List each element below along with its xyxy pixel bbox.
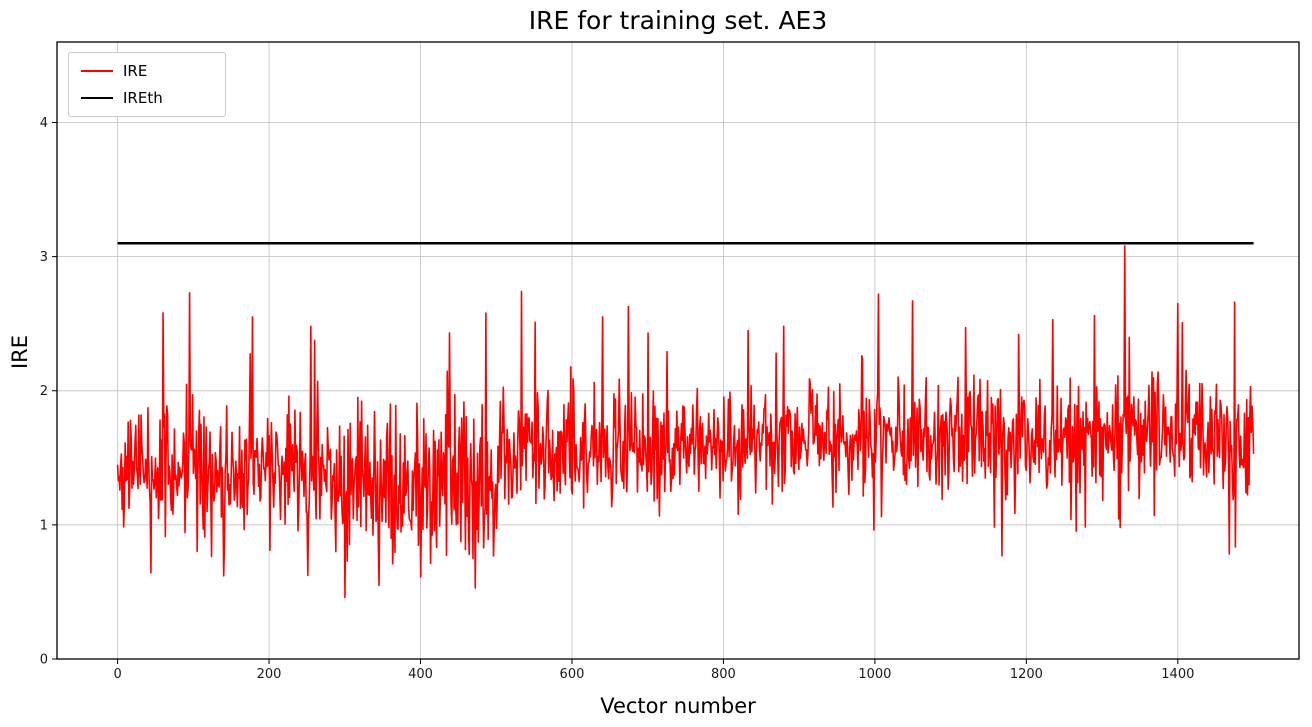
x-axis-label: Vector number xyxy=(600,694,756,718)
ireth-line-sample-icon xyxy=(81,97,113,99)
x-tick-label: 1200 xyxy=(1010,667,1043,682)
y-tick-label: 0 xyxy=(40,653,48,668)
axes-spines xyxy=(56,41,1300,660)
x-tick-label: 0 xyxy=(113,667,121,682)
x-tick-label: 400 xyxy=(408,667,433,682)
chart-title: IRE for training set. AE3 xyxy=(528,6,828,35)
y-tick-label: 3 xyxy=(40,250,48,265)
legend-entry-ireth: IREth xyxy=(81,89,211,107)
plot-background xyxy=(57,42,1299,659)
ire-line-sample-icon xyxy=(81,70,113,72)
y-tick-label: 2 xyxy=(40,384,48,399)
y-tick-label: 1 xyxy=(40,518,48,533)
y-tick-label: 4 xyxy=(40,116,48,131)
x-tick-label: 200 xyxy=(257,667,282,682)
ire-series-line xyxy=(116,245,1255,599)
x-tick-label: 1000 xyxy=(858,667,891,682)
legend-label-ire: IRE xyxy=(123,62,148,80)
x-tick-label: 600 xyxy=(560,667,585,682)
legend-entry-ire: IRE xyxy=(81,62,211,80)
legend-label-ireth: IREth xyxy=(123,89,163,107)
y-axis-label: IRE xyxy=(8,334,32,370)
x-tick-label: 800 xyxy=(711,667,736,682)
legend: IRE IREth xyxy=(68,52,226,117)
x-tick-label: 1400 xyxy=(1161,667,1194,682)
